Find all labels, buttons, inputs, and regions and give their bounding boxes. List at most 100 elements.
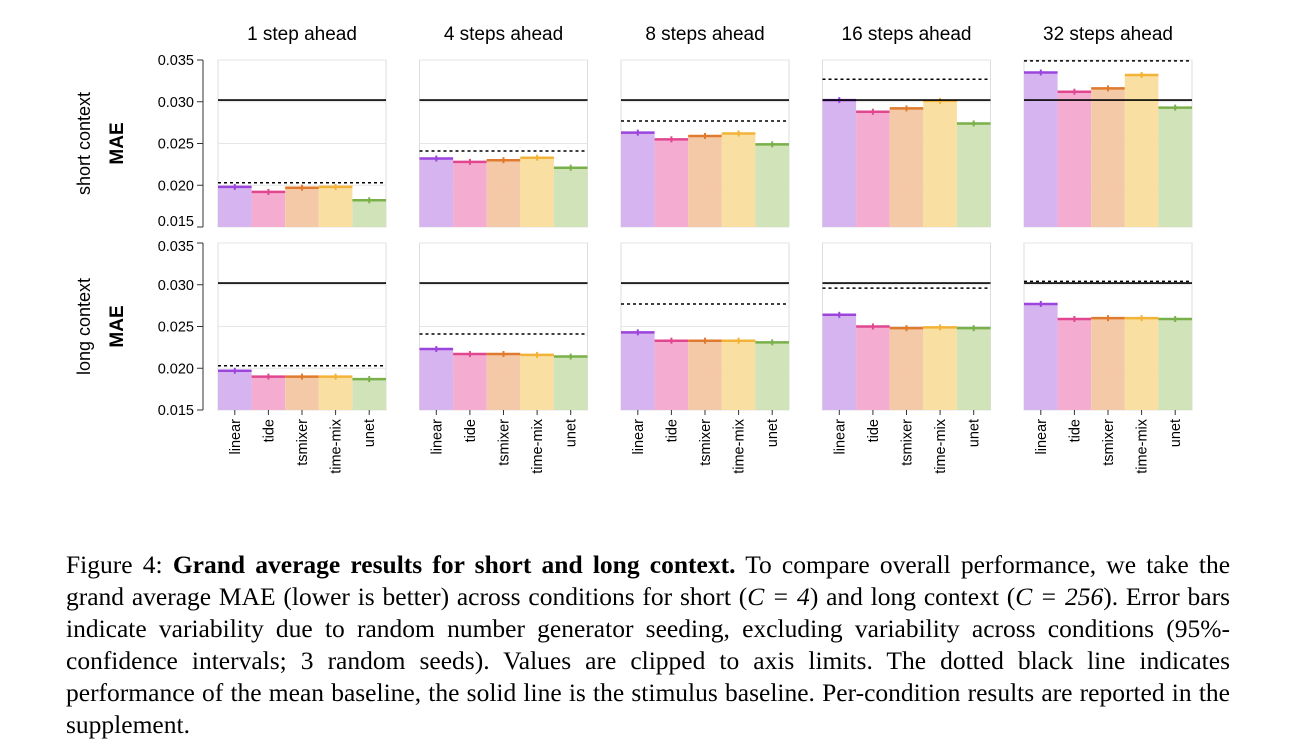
- bar: [1057, 318, 1092, 410]
- bar: [856, 111, 890, 227]
- caption-text-2: ) and long context (: [809, 582, 1016, 611]
- bar: [318, 376, 353, 410]
- y-tick-label: 0.030: [158, 95, 194, 111]
- bar: [923, 100, 957, 227]
- bar: [251, 376, 286, 410]
- column-title: 16 steps ahead: [842, 24, 972, 45]
- x-tick-label: unet: [967, 419, 983, 447]
- x-tick-label: linear: [832, 419, 848, 455]
- x-tick-label: time-mix: [530, 418, 546, 474]
- bar: [486, 160, 521, 227]
- x-tick-label: linear: [228, 419, 244, 455]
- bar: [1057, 91, 1092, 227]
- x-tick-label: tsmixer: [900, 419, 916, 466]
- x-tick-label: tsmixer: [295, 419, 311, 466]
- caption-text-1: To compare overall performance, we take …: [66, 550, 1231, 611]
- x-tick-label: linear: [631, 419, 647, 455]
- bar: [419, 349, 454, 410]
- x-tick-label: tsmixer: [1101, 419, 1117, 466]
- x-tick-label: time-mix: [1135, 418, 1151, 474]
- bar: [520, 157, 554, 227]
- y-tick-label: 0.035: [158, 53, 194, 69]
- bar: [1091, 88, 1125, 227]
- bar: [621, 332, 655, 410]
- bar: [285, 376, 319, 410]
- column-title: 32 steps ahead: [1043, 24, 1173, 45]
- caption-text-3: ). Error bars indicate variability due t…: [66, 582, 1230, 739]
- bar: [1091, 318, 1125, 410]
- x-tick-label: tsmixer: [698, 419, 714, 466]
- bar: [822, 100, 857, 227]
- x-tick-label: tide: [664, 419, 680, 442]
- x-tick-label: unet: [564, 419, 580, 447]
- bar: [419, 158, 454, 227]
- x-tick-label: tide: [463, 419, 479, 442]
- bar: [856, 326, 890, 410]
- bar: [352, 379, 386, 410]
- bar: [318, 186, 353, 227]
- bar: [1158, 318, 1192, 410]
- bar: [285, 187, 319, 227]
- bar: [956, 123, 991, 227]
- bar: [956, 328, 991, 410]
- y-tick-label: 0.025: [158, 320, 194, 336]
- column-title: 1 step ahead: [247, 24, 357, 45]
- bar: [755, 342, 789, 410]
- x-tick-label: unet: [362, 419, 378, 447]
- caption-bold: Grand average results for short and long…: [172, 550, 736, 579]
- bar: [553, 356, 588, 410]
- column-title: 8 steps ahead: [645, 24, 764, 45]
- x-tick-label: unet: [765, 419, 781, 447]
- y-tick-label: 0.035: [158, 239, 194, 255]
- bar: [654, 139, 689, 227]
- bar: [923, 327, 957, 410]
- x-tick-label: time-mix: [732, 418, 748, 474]
- caption-math-1: C = 4: [747, 582, 810, 611]
- bar: [688, 135, 722, 227]
- x-tick-label: time-mix: [329, 418, 345, 474]
- y-tick-label: 0.015: [158, 214, 194, 230]
- bar: [889, 328, 924, 410]
- bar: [889, 108, 924, 227]
- bar: [218, 370, 252, 410]
- bar: [453, 354, 487, 410]
- y-axis-label: MAE: [107, 305, 128, 347]
- row-title: short context: [74, 92, 94, 195]
- bar: [520, 354, 554, 410]
- y-tick-label: 0.030: [158, 278, 194, 294]
- bar: [453, 161, 487, 227]
- x-tick-label: tide: [261, 419, 277, 442]
- x-tick-label: linear: [429, 419, 445, 455]
- x-tick-label: time-mix: [933, 418, 949, 474]
- x-tick-label: tide: [866, 419, 882, 442]
- bar: [218, 186, 252, 227]
- bar: [486, 354, 521, 410]
- bar: [755, 144, 789, 227]
- bar: [822, 314, 857, 410]
- bar: [1124, 318, 1159, 410]
- x-tick-label: linear: [1034, 419, 1050, 455]
- row-title: long context: [74, 278, 94, 375]
- y-tick-label: 0.025: [158, 137, 194, 153]
- x-tick-label: tide: [1067, 419, 1083, 442]
- bar: [721, 133, 756, 227]
- bar: [688, 340, 722, 410]
- x-tick-label: unet: [1168, 419, 1184, 447]
- bar: [1024, 72, 1058, 228]
- bar: [352, 200, 386, 227]
- caption-label: Figure 4:: [66, 550, 163, 579]
- column-title: 4 steps ahead: [444, 24, 563, 45]
- figure-chart: 1 step ahead 4 steps ahead 8 steps ahead 16…: [74, 24, 1193, 474]
- bar: [251, 191, 286, 227]
- y-tick-label: 0.020: [158, 178, 194, 194]
- bar: [1024, 303, 1058, 410]
- bar: [721, 340, 756, 410]
- bar: [1124, 75, 1159, 227]
- figure-caption: Figure 4: Grand average results for shor…: [66, 549, 1230, 741]
- bar: [1158, 107, 1192, 227]
- y-tick-label: 0.015: [158, 403, 194, 419]
- bar: [621, 132, 655, 227]
- caption-math-2: C = 256: [1015, 582, 1104, 611]
- y-axis-label: MAE: [107, 122, 128, 164]
- bar: [553, 167, 588, 227]
